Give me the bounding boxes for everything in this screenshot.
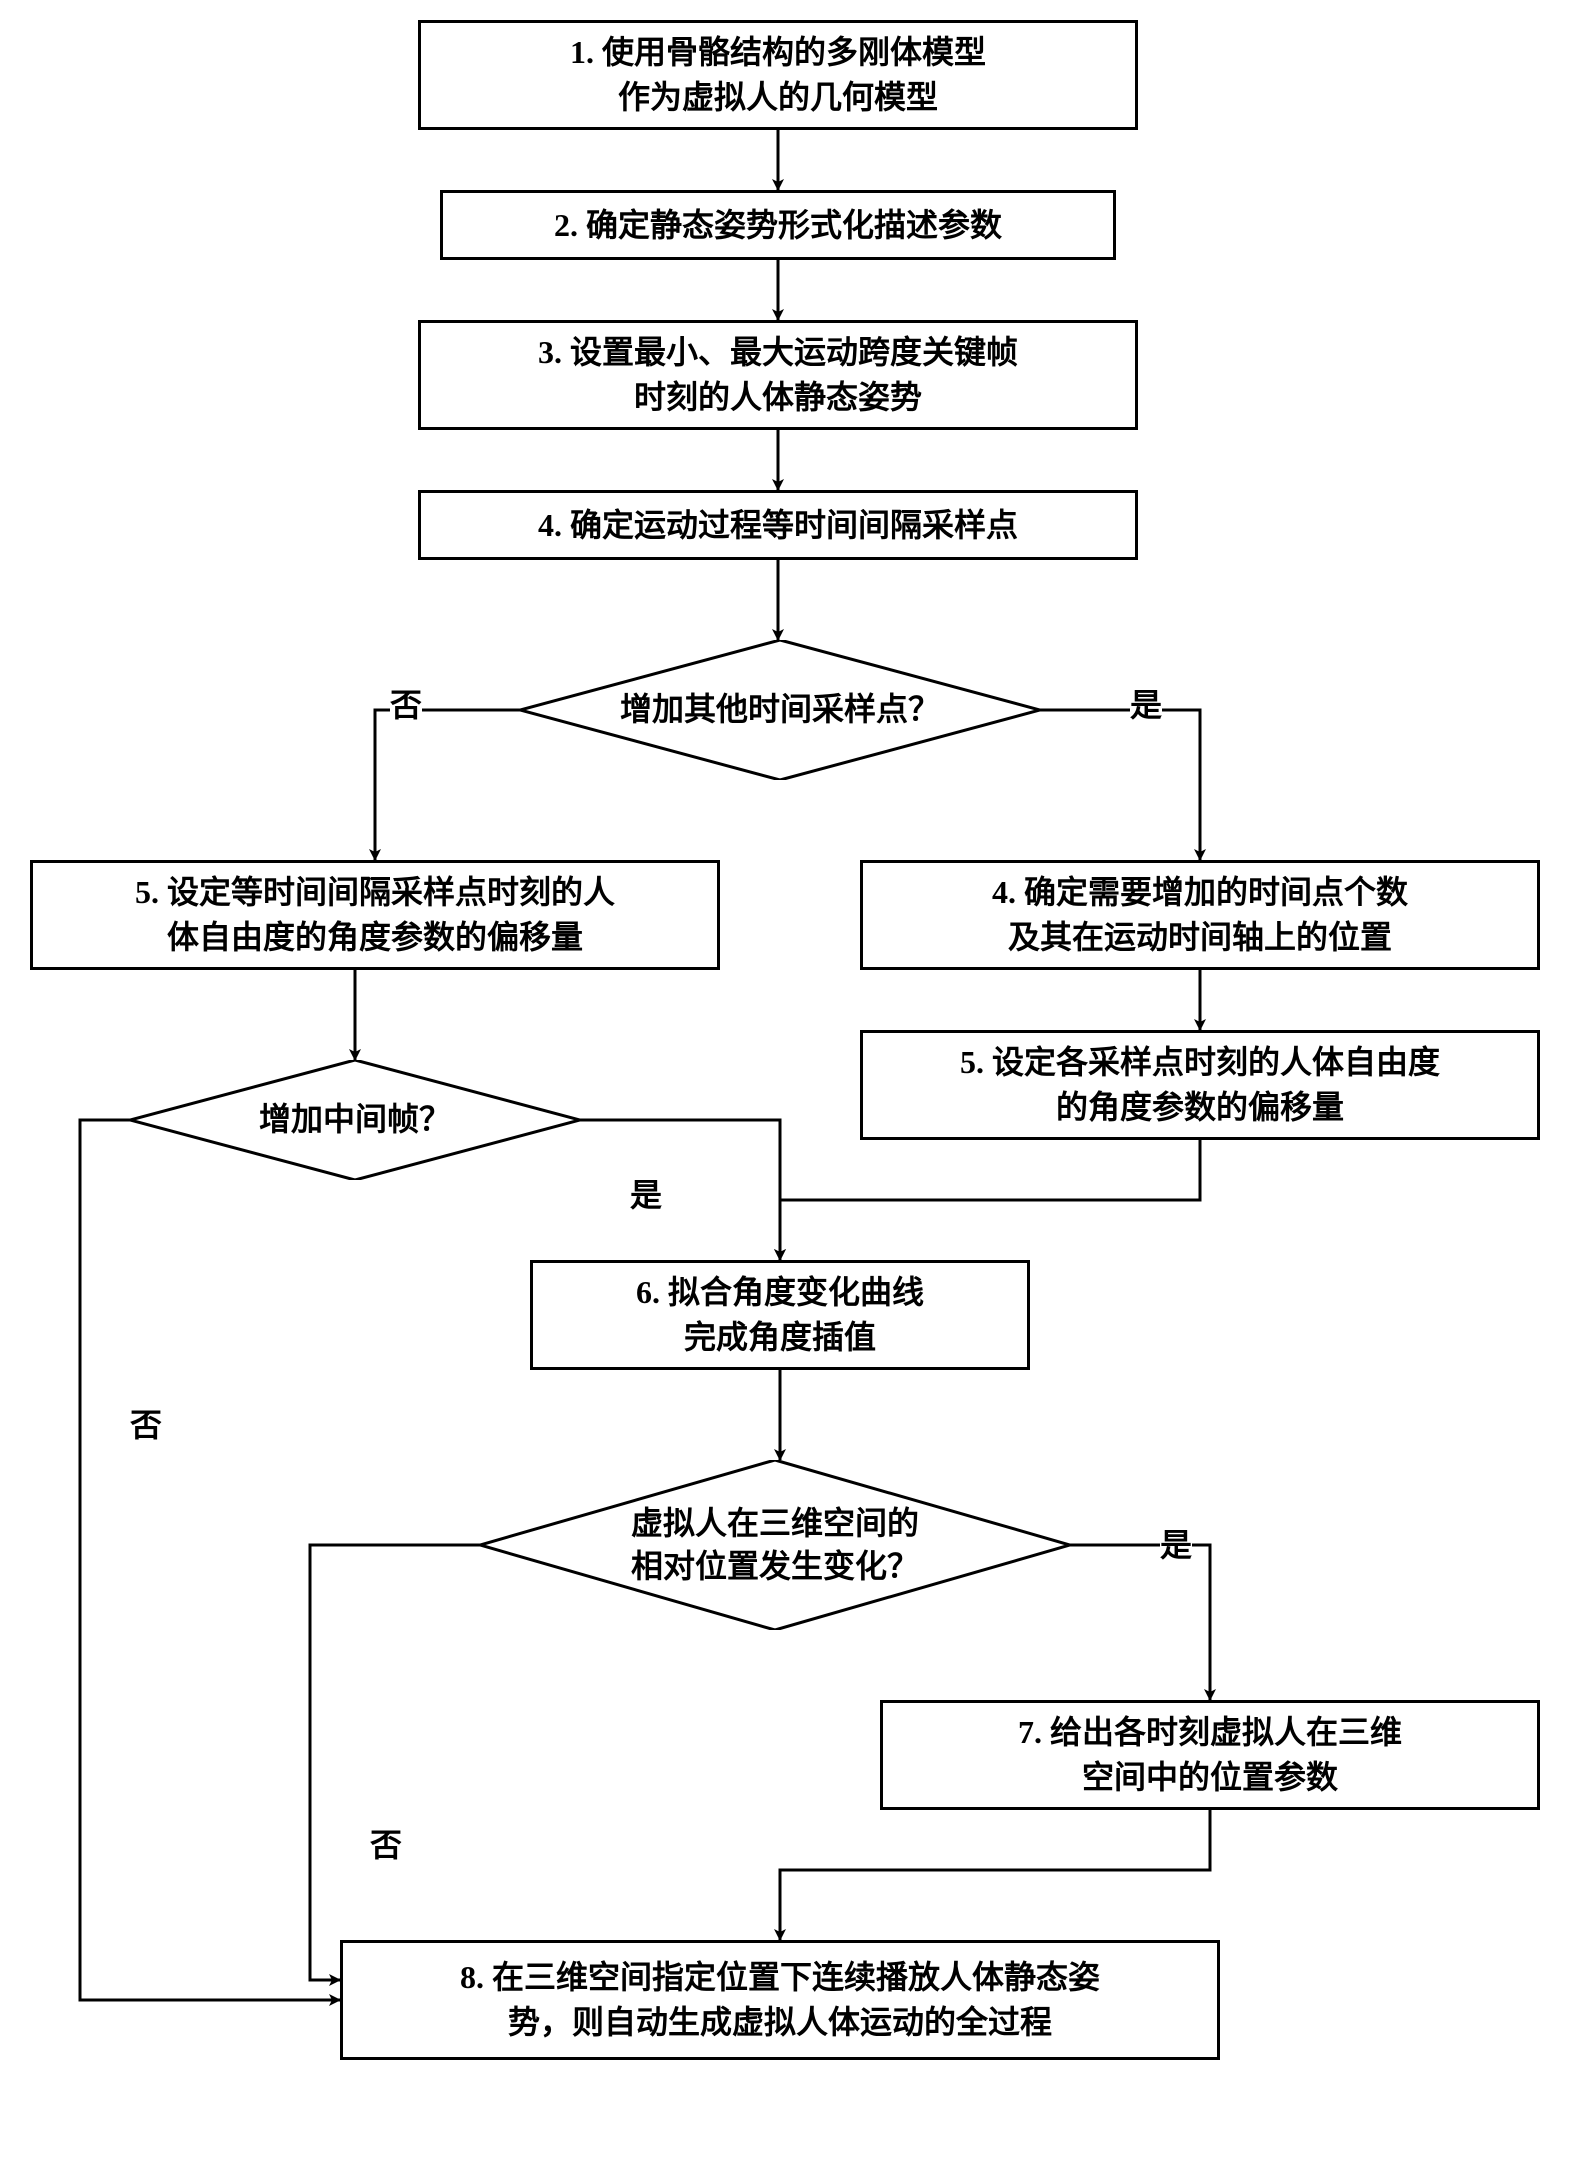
node-label: 7. 给出各时刻虚拟人在三维空间中的位置参数 [1018,1710,1402,1800]
node-label: 1. 使用骨骼结构的多刚体模型作为虚拟人的几何模型 [570,30,986,120]
label-text: 是 [1130,687,1162,723]
node-4-sample-points: 4. 确定运动过程等时间间隔采样点 [418,490,1138,560]
label-text: 否 [130,1407,162,1443]
node-label: 5. 设定等时间间隔采样点时刻的人体自由度的角度参数的偏移量 [135,870,615,960]
node-7-position-params: 7. 给出各时刻虚拟人在三维空间中的位置参数 [880,1700,1540,1810]
node-8-output: 8. 在三维空间指定位置下连续播放人体静态姿势，则自动生成虚拟人体运动的全过程 [340,1940,1220,2060]
node-label: 虚拟人在三维空间的相对位置发生变化？ [631,1502,919,1588]
decision-position-change: 虚拟人在三维空间的相对位置发生变化？ [480,1460,1070,1630]
node-label: 5. 设定各采样点时刻的人体自由度的角度参数的偏移量 [960,1040,1440,1130]
node-6-curve-fit: 6. 拟合角度变化曲线完成角度插值 [530,1260,1030,1370]
edge-label-d3-yes: 是 [1160,1520,1192,1566]
edge-label-d2-yes: 是 [630,1170,662,1216]
node-label: 2. 确定静态姿势形式化描述参数 [554,203,1002,248]
node-label: 6. 拟合角度变化曲线完成角度插值 [636,1270,924,1360]
label-text: 是 [630,1177,662,1213]
node-label: 4. 确定运动过程等时间间隔采样点 [538,503,1018,548]
node-label: 增加中间帧？ [259,1098,451,1141]
edge-label-d1-no: 否 [390,680,422,726]
edge-label-d2-no: 否 [130,1400,162,1446]
label-text: 是 [1160,1527,1192,1563]
label-text: 否 [370,1827,402,1863]
node-4-right-extra-points: 4. 确定需要增加的时间点个数及其在运动时间轴上的位置 [860,860,1540,970]
node-label: 4. 确定需要增加的时间点个数及其在运动时间轴上的位置 [992,870,1408,960]
label-text: 否 [390,687,422,723]
node-3-keyframes: 3. 设置最小、最大运动跨度关键帧时刻的人体静态姿势 [418,320,1138,430]
node-label: 增加其他时间采样点？ [620,688,940,731]
decision-add-intermediate-frame: 增加中间帧？ [130,1060,580,1180]
node-5-right-offset: 5. 设定各采样点时刻的人体自由度的角度参数的偏移量 [860,1030,1540,1140]
node-label: 8. 在三维空间指定位置下连续播放人体静态姿势，则自动生成虚拟人体运动的全过程 [460,1955,1100,2045]
node-5-left-offset: 5. 设定等时间间隔采样点时刻的人体自由度的角度参数的偏移量 [30,860,720,970]
edge-label-d3-no: 否 [370,1820,402,1866]
edge-label-d1-yes: 是 [1130,680,1162,726]
decision-add-sample-points: 增加其他时间采样点？ [520,640,1040,780]
node-2-params: 2. 确定静态姿势形式化描述参数 [440,190,1116,260]
node-1-model: 1. 使用骨骼结构的多刚体模型作为虚拟人的几何模型 [418,20,1138,130]
node-label: 3. 设置最小、最大运动跨度关键帧时刻的人体静态姿势 [538,330,1018,420]
